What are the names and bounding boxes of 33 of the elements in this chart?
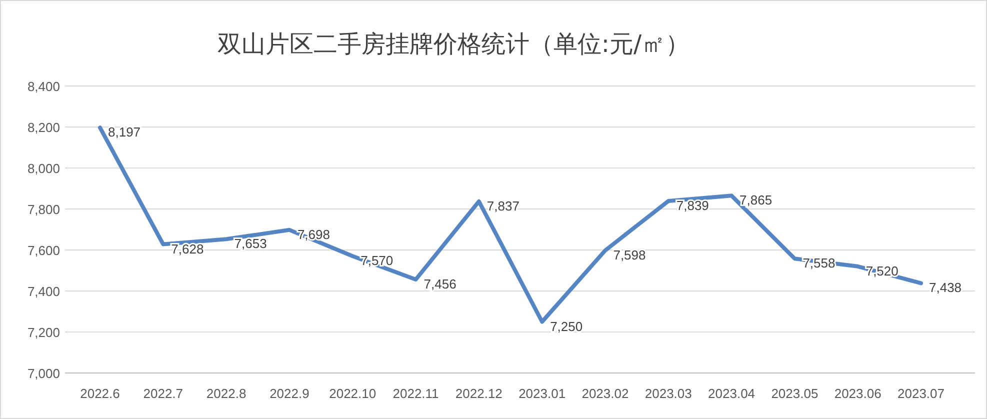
x-tick-label: 2022.8	[206, 386, 246, 401]
chart-title: 双山片区二手房挂牌价格统计（单位:元/㎡）	[217, 30, 690, 58]
x-tick-label: 2023.06	[834, 386, 882, 401]
data-label: 7,250	[550, 318, 583, 334]
data-label: 7,653	[234, 236, 267, 252]
x-tick-label: 2022.6	[80, 386, 120, 401]
x-tick-label: 2022.11	[392, 386, 439, 401]
x-tick-label: 2022.10	[329, 386, 376, 401]
y-tick-label: 7,000	[27, 366, 60, 381]
y-tick-label: 7,200	[27, 325, 60, 340]
y-tick-label: 8,200	[27, 120, 60, 135]
x-tick-label: 2023.05	[771, 386, 818, 401]
y-tick-label: 8,000	[27, 161, 60, 176]
data-label: 7,598	[613, 247, 646, 262]
x-tick-label: 2023.01	[518, 386, 566, 401]
data-label: 7,456	[424, 276, 456, 292]
y-tick-label: 7,800	[27, 202, 60, 217]
data-label: 8,197	[108, 124, 141, 140]
x-tick-label: 2023.07	[898, 386, 944, 401]
data-label: 7,839	[676, 198, 709, 214]
y-tick-label: 8,400	[27, 79, 60, 94]
y-tick-label: 7,400	[27, 284, 60, 299]
y-tick-label: 7,600	[27, 243, 60, 258]
x-tick-label: 2023.04	[708, 386, 756, 401]
x-tick-label: 2022.9	[270, 386, 310, 401]
x-tick-label: 2023.02	[582, 386, 629, 401]
x-tick-label: 2022.12	[455, 386, 502, 401]
data-label: 7,865	[740, 192, 772, 208]
data-label: 7,438	[929, 280, 962, 296]
x-tick-label: 2023.03	[644, 386, 692, 401]
x-tick-label: 2022.7	[143, 386, 184, 401]
data-label: 7,837	[486, 198, 520, 214]
data-label: 7,628	[171, 241, 204, 256]
